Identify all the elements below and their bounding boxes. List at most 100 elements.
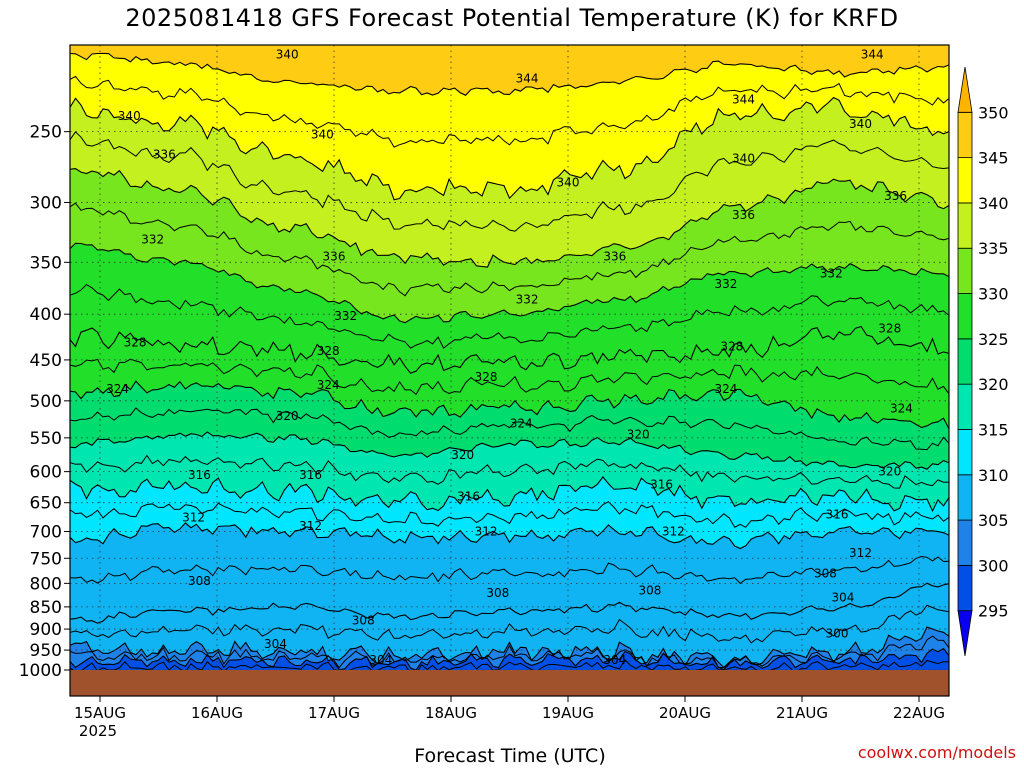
contour-label: 340 [849,117,872,131]
contour-label: 320 [276,409,299,423]
colorbar-tick-label: 340 [978,194,1009,213]
y-tick-label: 300 [30,193,62,213]
y-tick-label: 650 [30,494,62,514]
contour-label: 304 [264,637,287,651]
y-tick-label: 800 [30,574,62,594]
contour-label: 332 [516,292,539,306]
y-tick-label: 750 [30,549,62,569]
colorbar-segment [957,474,973,521]
contour-lines [70,52,949,675]
y-tick-label: 250 [30,123,62,143]
x-tick-label: 21AUG [776,704,828,722]
contour-label: 320 [627,427,650,441]
y-tick-label: 550 [30,429,62,449]
contour-label: 300 [826,626,849,640]
contour-label: 312 [475,524,498,538]
contour-line-344 [70,52,949,96]
y-tick-label: 850 [30,598,62,618]
contour-line-318 [70,454,949,489]
y-tick-label: 950 [30,641,62,661]
x-tick-label: 16AUG [191,704,243,722]
x-tick-label: 17AUG [308,704,360,722]
contour-label: 332 [714,277,737,291]
x-tick-label: 18AUG [425,704,477,722]
colorbar-segment [957,202,973,249]
contour-label: 332 [141,232,164,246]
contour-label: 336 [732,208,755,222]
chart-title: 2025081418 GFS Forecast Potential Temper… [125,4,899,32]
contour-label: 304 [369,653,392,667]
contour-label: 336 [603,250,626,264]
colorbar-segment [957,338,973,385]
contour-labels: 340 336 332 328 324 316 312 308 340 340 336 332 328 3… [106,48,913,668]
contour-line-306 [70,604,949,644]
contour-label: 324 [317,378,340,392]
contour-label: 344 [732,92,755,106]
contour-label: 324 [106,382,129,396]
x-tick-label: 20AUG [659,704,711,722]
contour-label: 328 [720,340,743,354]
contour-line-308 [70,582,949,624]
x-axis-title: Forecast Time (UTC) [414,745,606,767]
contour-label: 336 [153,147,176,161]
contour-line-304 [70,626,949,669]
colorbar-segment [957,519,973,566]
contour-line-328 [70,325,949,374]
y-tick-label: 450 [30,351,62,371]
colorbar-tick-label: 300 [978,556,1009,575]
contour-line-312 [70,522,949,550]
y-tick-label: 900 [30,620,62,640]
contour-line-314 [70,501,949,528]
contour-line-300 [70,647,949,671]
colorbar-segment [957,111,973,159]
contour-line-322 [70,407,949,451]
contour-label: 312 [662,524,685,538]
contour-line-298 [70,658,949,675]
y-tick-label: 500 [30,392,62,412]
contour-label: 324 [510,416,533,430]
colorbar-tick-label: 310 [978,466,1009,485]
fill-band-340 [70,45,949,200]
contour-label: 304 [831,591,854,605]
source-credit: coolwx.com/models [857,743,1016,762]
contour-label: 328 [475,370,498,384]
contour-line-338 [70,131,949,232]
y-tick-label: 600 [30,463,62,483]
contour-label: 312 [849,546,872,560]
y-tick-label: 350 [30,253,62,273]
contour-label: 312 [299,519,322,533]
colorbar-segment [957,247,973,294]
contour-label: 336 [323,250,346,264]
y-tick-label: 700 [30,522,62,542]
colorbar-segment [957,157,973,204]
colorbar-tick-label: 320 [978,375,1009,394]
filled-contours [70,45,949,696]
contour-label: 320 [451,448,474,462]
x-axis: 15AUG 16AUG 17AUG 18AUG 19AUG 20AUG 21AUG 22AUG [74,696,945,722]
y-tick-label: 400 [30,305,62,325]
contour-line-326 [70,358,949,396]
contour-line-334 [70,202,949,297]
contour-label: 340 [118,109,141,123]
colorbar-tick-label: 325 [978,330,1009,349]
x-axis-year-label: 2025 [78,722,118,740]
contour-label: 324 [890,402,913,416]
y-tick-label: 1000 [19,661,62,681]
colorbar-segment [957,293,973,340]
contour-line-320 [70,431,949,470]
contour-label: 316 [650,477,673,491]
contour-line-332 [70,242,949,324]
contour-label: 344 [861,48,884,62]
contour-label: 328 [124,335,147,349]
contour-label: 336 [884,189,907,203]
contour-line-340 [70,96,949,201]
colorbar-segment [957,429,973,476]
contour-label: 328 [878,321,901,335]
colorbar-end-low [957,610,973,657]
x-tick-label: 22AUG [893,704,945,722]
colorbar: 295 300 305 310 315 320 325 330 335 340 345 350 [957,66,1009,657]
contour-label: 308 [188,574,211,588]
contour-label: 324 [714,382,737,396]
contour-label: 308 [486,586,509,600]
